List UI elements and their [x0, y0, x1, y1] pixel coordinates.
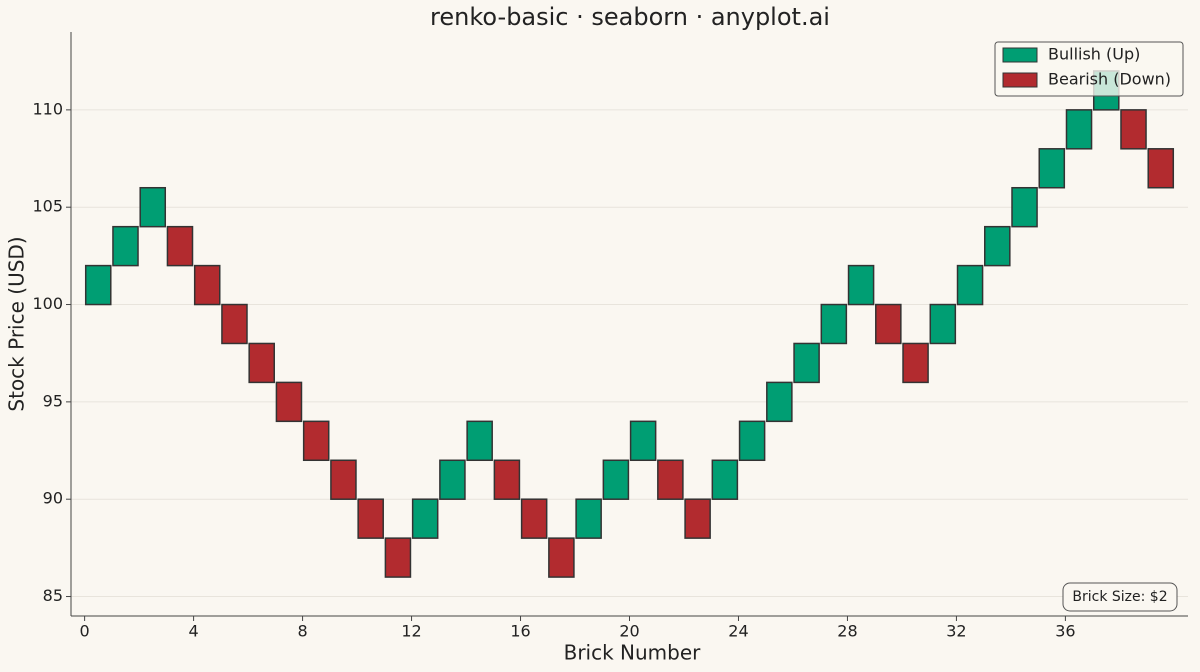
y-axis-label: Stock Price (USD)	[5, 236, 29, 411]
legend-swatch	[1002, 47, 1038, 63]
legend-swatch	[1002, 72, 1038, 88]
renko-brick	[657, 459, 684, 500]
legend: Bullish (Up) Bearish (Down)	[994, 41, 1184, 97]
renko-brick	[520, 498, 548, 539]
renko-brick	[166, 225, 194, 267]
renko-brick	[684, 498, 711, 539]
renko-brick	[929, 303, 957, 345]
renko-brick	[1011, 186, 1038, 228]
renko-brick	[902, 342, 929, 384]
x-tick-label: 36	[1055, 622, 1075, 641]
x-tick-label: 8	[297, 622, 307, 641]
renko-brick	[466, 420, 493, 462]
renko-brick	[139, 186, 167, 228]
renko-brick	[248, 342, 275, 384]
legend-box	[994, 41, 1184, 97]
renko-brick	[629, 420, 657, 462]
x-axis-label: Brick Number	[564, 641, 702, 665]
annotation: Brick Size: $2	[1072, 589, 1167, 605]
renko-brick	[575, 498, 602, 539]
renko-brick	[1147, 148, 1175, 189]
renko-brick	[439, 459, 466, 500]
renko-brick	[493, 459, 521, 500]
y-tick-label: 105	[32, 197, 63, 216]
x-tick-label: 20	[619, 622, 639, 641]
renko-brick	[1038, 148, 1066, 189]
renko-brick	[112, 225, 139, 267]
renko-brick	[847, 264, 875, 306]
renko-brick	[193, 264, 221, 306]
renko-brick	[1065, 109, 1093, 150]
renko-brick	[766, 381, 793, 423]
renko-brick	[275, 381, 303, 423]
renko-brick	[357, 498, 384, 539]
x-tick-label: 4	[189, 622, 199, 641]
renko-brick	[984, 225, 1011, 267]
renko-brick	[820, 303, 848, 345]
renko-brick	[602, 459, 630, 500]
renko-brick	[384, 537, 412, 578]
x-tick-label: 16	[510, 622, 530, 641]
renko-brick	[738, 420, 766, 462]
renko-brick	[1120, 109, 1147, 150]
x-tick-label: 12	[401, 622, 421, 641]
y-tick-label: 95	[43, 391, 63, 410]
renko-brick	[793, 342, 820, 384]
renko-brick	[221, 303, 248, 345]
x-tick-label: 32	[946, 622, 966, 641]
renko-brick	[411, 498, 439, 539]
renko-brick	[956, 264, 984, 306]
renko-brick	[302, 420, 330, 462]
renko-brick	[875, 303, 902, 345]
y-tick-label: 85	[43, 586, 63, 605]
chart-title: renko-basic · seaborn · anyplot.ai	[430, 3, 830, 31]
renko-brick	[330, 459, 357, 500]
y-tick-label: 100	[32, 294, 63, 313]
x-tick-label: 24	[728, 622, 748, 641]
renko-brick	[711, 459, 739, 500]
renko-brick	[548, 537, 575, 578]
legend-label: Bearish (Down)	[1048, 70, 1171, 89]
renko-brick	[84, 264, 112, 306]
y-tick-label: 110	[32, 99, 63, 118]
annotation-box	[1062, 582, 1178, 612]
y-tick-label: 90	[43, 489, 63, 508]
legend-label: Bullish (Up)	[1048, 45, 1140, 64]
x-tick-label: 28	[837, 622, 857, 641]
x-tick-label: 0	[80, 622, 90, 641]
